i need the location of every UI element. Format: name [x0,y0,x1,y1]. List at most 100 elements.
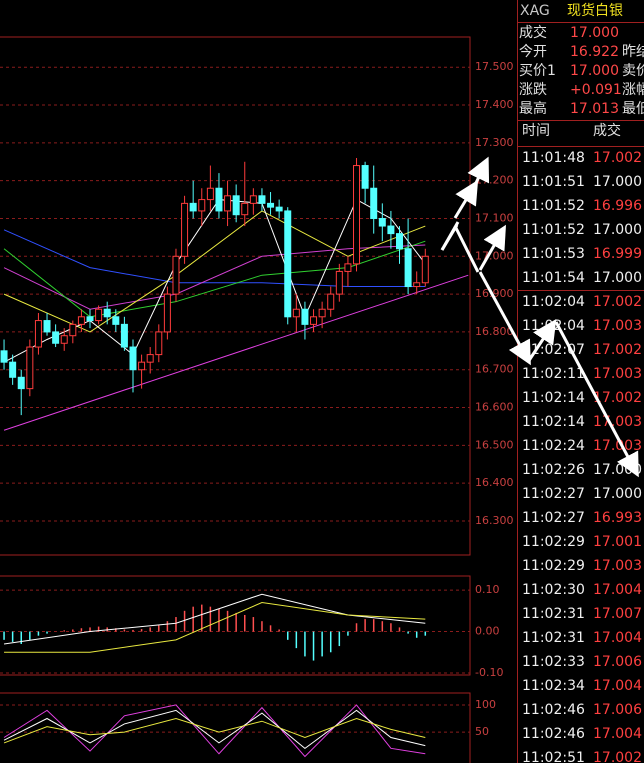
trade-time: 11:02:14 [522,390,585,406]
y-tick-label: 0.10 [475,583,500,596]
trade-time: 11:02:27 [522,486,585,502]
y-axis: 0.10 0.00 -0.10 [475,583,503,679]
candle-body [198,199,206,212]
y-tick-label: 17.300 [475,136,514,149]
candle-body [353,165,361,265]
candle-body [26,346,34,390]
trade-price: 17.003 [593,318,642,334]
trade-time: 11:01:51 [522,174,585,190]
y-axis: 17.50017.40017.30017.20017.10017.00016.9… [475,60,514,527]
candle-body [361,165,369,189]
quote-label: 涨幅 [622,82,644,98]
quote-value: +0.091 [570,82,622,98]
trade-price: 17.007 [593,606,642,622]
trade-time: 11:01:52 [522,198,585,214]
trade-time: 11:02:31 [522,630,585,646]
trade-time: 11:02:51 [522,750,585,763]
candle-body [241,202,249,216]
trade-price: 17.002 [593,390,642,406]
y-tick-label: 17.400 [475,98,514,111]
y-tick-label: 16.300 [475,514,514,527]
indicator-line [4,602,426,653]
trade-price: 17.002 [593,150,642,166]
trade-price: 17.002 [593,294,642,310]
trade-price: 17.004 [593,678,642,694]
y-tick-label: 17.100 [475,211,514,224]
charts: 17.50017.40017.30017.20017.10017.00016.9… [0,60,514,758]
trade-time: 11:02:24 [522,438,585,454]
trade-price: 17.004 [593,582,642,598]
candle-body [172,255,180,295]
y-tick-label: 0.00 [475,625,500,638]
indicator-line [3,244,426,310]
annotation-arrows [440,156,639,478]
quote-value: 17.000 [570,25,619,41]
indicator-line [3,274,469,431]
candle-body [206,187,214,201]
candle-body [129,346,137,371]
trade-time: 11:02:46 [522,726,585,742]
candle-body [69,323,77,337]
trade-price: 17.002 [593,342,642,358]
candle-body [181,202,189,257]
quote-label: 最高 [519,100,547,117]
candle-body [344,263,352,272]
candle-body [327,293,335,310]
candle-body [275,206,283,212]
y-tick-label: 16.700 [475,363,514,376]
candle-body [258,195,266,204]
candle-body [249,195,257,204]
indicator-line [3,210,426,333]
quote-label: 最低 [622,101,644,117]
trade-price: 17.002 [593,750,642,763]
candle-body [232,195,240,216]
trade-price: 17.000 [593,270,642,286]
trade-price: 17.004 [593,630,642,646]
chart-panel [0,66,470,522]
y-tick-label: -0.10 [475,666,503,679]
quote-value: 16.922 [570,44,619,60]
candle-body [215,187,223,212]
trade-price: 17.001 [593,534,642,550]
trade-price: 17.003 [593,438,642,454]
trade-time: 11:02:30 [522,582,585,598]
candle-body [34,320,42,348]
trade-time: 11:01:48 [522,150,585,166]
trade-price: 17.003 [593,558,642,574]
y-tick-label: 17.500 [475,60,514,73]
candle-body [0,350,8,363]
candle-body [421,255,429,284]
trade-time: 11:02:29 [522,534,585,550]
candle-body [224,195,232,212]
candle-body [146,354,154,363]
indicator-line [3,593,426,645]
candle-body [52,331,60,344]
candle-body [163,293,171,333]
candle-body [396,233,404,250]
quote-value: 17.000 [570,63,619,79]
candle-body [120,323,128,348]
column-header: 成交 [593,122,621,139]
instrument-name: 现货白银 [567,2,623,19]
trade-time: 11:01:54 [522,270,585,286]
candle-body [387,225,395,235]
y-axis: 100 50 [475,698,496,738]
y-tick-label: 16.400 [475,476,514,489]
trade-price: 16.999 [593,246,642,262]
candle-body [370,187,378,219]
candle-body [189,202,197,212]
trade-time: 11:01:53 [522,246,585,262]
trade-time: 11:02:27 [522,510,585,526]
trade-time: 11:02:26 [522,462,585,478]
column-header: 时间 [522,123,550,139]
indicator-line [3,717,426,744]
quote-label: 昨结 [622,44,644,60]
candle-body [301,308,309,325]
candle-body [43,320,51,333]
trade-time: 11:02:11 [522,366,585,382]
indicator-line [3,229,426,288]
candle-body [310,316,318,325]
